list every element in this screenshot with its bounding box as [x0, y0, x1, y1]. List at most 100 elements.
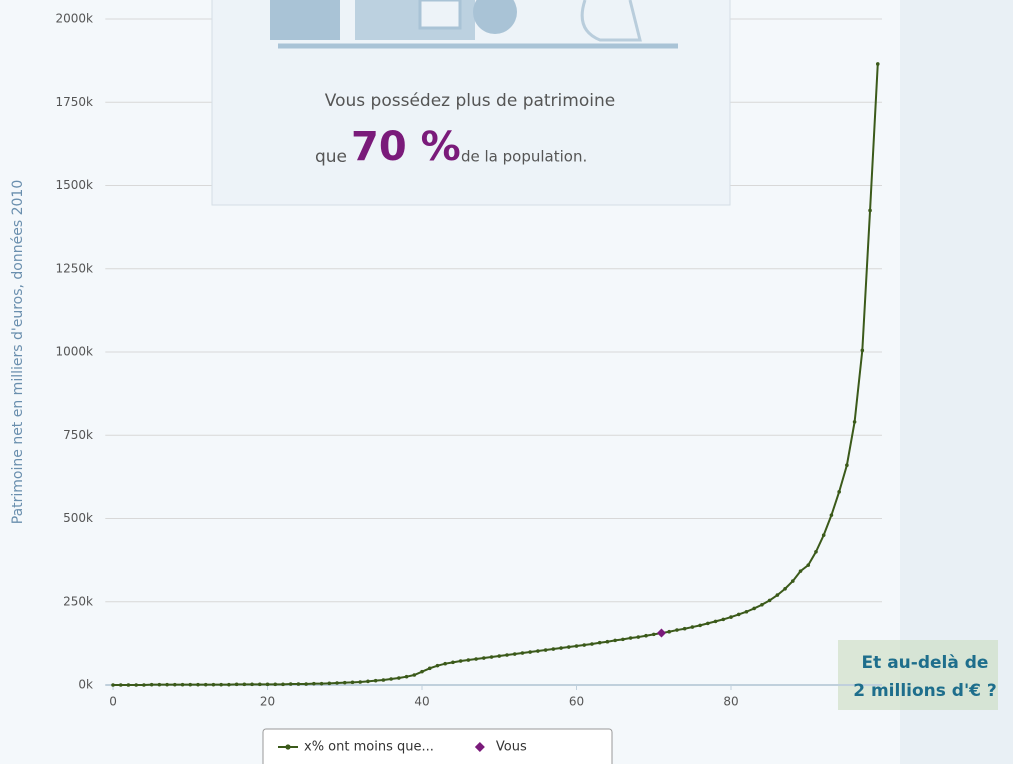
data-point: [351, 681, 355, 685]
data-point: [806, 563, 810, 567]
x-tick-label: 60: [569, 695, 584, 709]
y-tick-label: 1500k: [56, 178, 94, 192]
data-point: [188, 683, 192, 687]
data-point: [297, 682, 301, 686]
x-tick-label: 80: [723, 695, 738, 709]
data-point: [304, 682, 308, 686]
data-point: [405, 675, 409, 679]
data-point: [119, 683, 123, 687]
annotation: Et au-delà de: [862, 653, 989, 673]
data-point: [328, 682, 332, 686]
data-point: [343, 681, 347, 685]
data-point: [250, 683, 254, 687]
house-illustration: [270, 0, 340, 40]
house-window: [420, 0, 460, 28]
data-point: [127, 683, 131, 687]
data-point: [652, 633, 656, 637]
data-point: [845, 463, 849, 467]
popup-text: de la population.: [461, 148, 587, 166]
data-point: [598, 641, 602, 645]
data-point: [567, 645, 571, 649]
data-point: [181, 683, 185, 687]
data-point: [853, 420, 857, 424]
data-point: [637, 635, 641, 639]
data-point: [768, 599, 772, 603]
data-point: [173, 683, 177, 687]
data-point: [861, 349, 865, 353]
data-point: [382, 678, 386, 682]
x-tick-label: 0: [109, 695, 117, 709]
data-point: [675, 628, 679, 632]
data-point: [776, 593, 780, 597]
data-point: [791, 579, 795, 583]
data-point: [335, 681, 339, 685]
data-point: [760, 603, 764, 607]
data-point: [644, 634, 648, 638]
data-point: [868, 209, 872, 213]
data-point: [721, 618, 725, 622]
popup-text: que: [315, 147, 347, 167]
data-point: [752, 607, 756, 611]
y-tick-label: 250k: [63, 594, 93, 608]
data-point: [629, 636, 633, 640]
y-tick-label: 1000k: [56, 345, 94, 359]
data-point: [613, 639, 617, 643]
data-point: [830, 513, 834, 517]
data-point: [397, 676, 401, 680]
data-point: [667, 630, 671, 634]
data-point: [312, 682, 316, 686]
y-tick-label: 2000k: [56, 12, 94, 26]
data-point: [281, 683, 285, 687]
data-point: [289, 682, 293, 686]
data-point: [428, 667, 432, 671]
data-point: [544, 648, 548, 652]
data-point: [158, 683, 162, 687]
data-point: [420, 670, 424, 674]
y-axis-label: Patrimoine net en milliers d'euros, donn…: [10, 180, 26, 524]
data-point: [698, 624, 702, 628]
data-point: [737, 613, 741, 617]
data-point: [837, 490, 841, 494]
y-tick-label: 1750k: [56, 95, 94, 109]
data-point: [150, 683, 154, 687]
popup-text: Vous possédez plus de patrimoine: [325, 91, 615, 111]
data-point: [691, 625, 695, 629]
data-point: [243, 683, 247, 687]
legend-marker: [285, 744, 290, 749]
data-point: [374, 679, 378, 683]
data-point: [212, 683, 216, 687]
popup-percent: 70 %: [351, 124, 461, 170]
data-point: [521, 651, 525, 655]
popup: Vous possédez plus de patrimoine que 70 …: [212, 0, 730, 205]
data-point: [783, 587, 787, 591]
annotation: 2 millions d'€ ?: [853, 681, 997, 701]
data-point: [204, 683, 208, 687]
legend-label: x% ont moins que...: [304, 740, 434, 755]
chart: 0k250k500k750k1000k1250k1500k1750k2000k0…: [0, 0, 1013, 764]
y-tick-label: 0k: [78, 678, 93, 692]
page: {"chart_data": { "type": "line", "ylabel…: [0, 0, 1013, 764]
data-point: [358, 680, 362, 684]
data-point: [412, 673, 416, 677]
data-point: [266, 683, 270, 687]
data-point: [443, 662, 447, 666]
data-point: [582, 643, 586, 647]
data-point: [273, 683, 277, 687]
legend-label: Vous: [496, 740, 527, 755]
data-point: [165, 683, 169, 687]
data-point: [536, 649, 540, 653]
y-tick-label: 1250k: [56, 261, 94, 275]
data-point: [552, 647, 556, 651]
data-point: [528, 650, 532, 654]
data-point: [513, 652, 517, 656]
data-point: [497, 654, 501, 658]
data-point: [389, 677, 393, 681]
data-point: [258, 683, 262, 687]
data-point: [729, 615, 733, 619]
data-point: [505, 653, 509, 657]
data-point: [799, 569, 803, 573]
data-point: [459, 659, 463, 663]
data-point: [227, 683, 231, 687]
data-point: [482, 656, 486, 660]
data-point: [474, 657, 478, 661]
